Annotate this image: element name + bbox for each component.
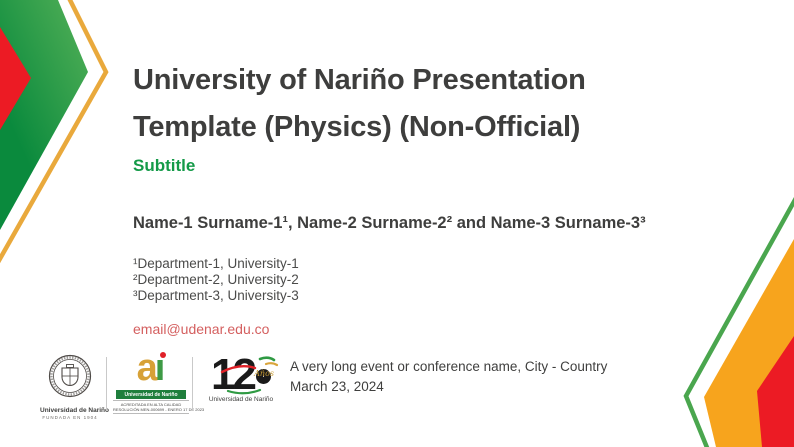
- seal-caption: Universidad de Nariño: [40, 407, 109, 414]
- seal-founded: FUNDADA EN 1904: [42, 415, 98, 420]
- presentation-title: University of Nariño Presentation Templa…: [133, 64, 586, 143]
- ai-red-dot-icon: [160, 352, 166, 358]
- event-info: A very long event or conference name, Ci…: [290, 357, 607, 396]
- decoration-top-left: [0, 0, 109, 264]
- anniversary-swoosh-icon: [220, 356, 279, 395]
- anniversary-number: 12 Años: [200, 349, 282, 399]
- ai-letter-i: ı: [154, 347, 166, 389]
- red-diamond-shape: [0, 27, 31, 130]
- accreditation-institution: Universidad de Nariño: [116, 390, 186, 399]
- authors-line: Name-1 Surname-1¹, Name-2 Surname-2² and…: [133, 214, 646, 232]
- affiliations-block: ¹Department-1, University-1 ²Department-…: [133, 256, 299, 304]
- anniversary-caption: Universidad de Nariño: [208, 396, 274, 403]
- anniversary-logo: 12 Años Universidad de Nariño: [200, 349, 282, 403]
- footer-divider-2: [192, 357, 193, 411]
- affiliation-2: ²Department-2, University-2: [133, 272, 299, 287]
- presentation-subtitle: Subtitle: [133, 156, 196, 175]
- green-diamond-shape: [0, 0, 88, 230]
- footer: Universidad de Nariño FUNDADA EN 1904 aı…: [0, 348, 794, 423]
- event-name: A very long event or conference name, Ci…: [290, 359, 608, 374]
- affiliation-1: ¹Department-1, University-1: [133, 256, 299, 271]
- gold-outline-shape: [0, 0, 109, 264]
- accreditation-logo: aı Universidad de Nariño ACREDITADA EN A…: [113, 349, 205, 414]
- accreditation-line-1: ACREDITADA EN ALTA CALIDAD: [113, 400, 189, 407]
- contact-email: email@udenar.edu.co: [133, 321, 270, 337]
- event-date: March 23, 2024: [290, 378, 384, 394]
- anniversary-script: Años: [254, 369, 274, 378]
- seal-emblem-icon: [48, 354, 92, 398]
- affiliation-3: ³Department-3, University-3: [133, 288, 299, 303]
- anniversary-digits: 12: [211, 349, 257, 399]
- ai-wordmark: aı: [113, 349, 189, 387]
- footer-divider-1: [106, 357, 107, 411]
- anniversary-zero-ring: [255, 369, 271, 384]
- accreditation-line-2: RESOLUCIÓN MEN-000699 - ENERO 17 DE 2023: [113, 407, 205, 414]
- university-seal-logo: Universidad de Nariño FUNDADA EN 1904: [40, 354, 109, 420]
- ai-letter-a: a: [136, 347, 158, 389]
